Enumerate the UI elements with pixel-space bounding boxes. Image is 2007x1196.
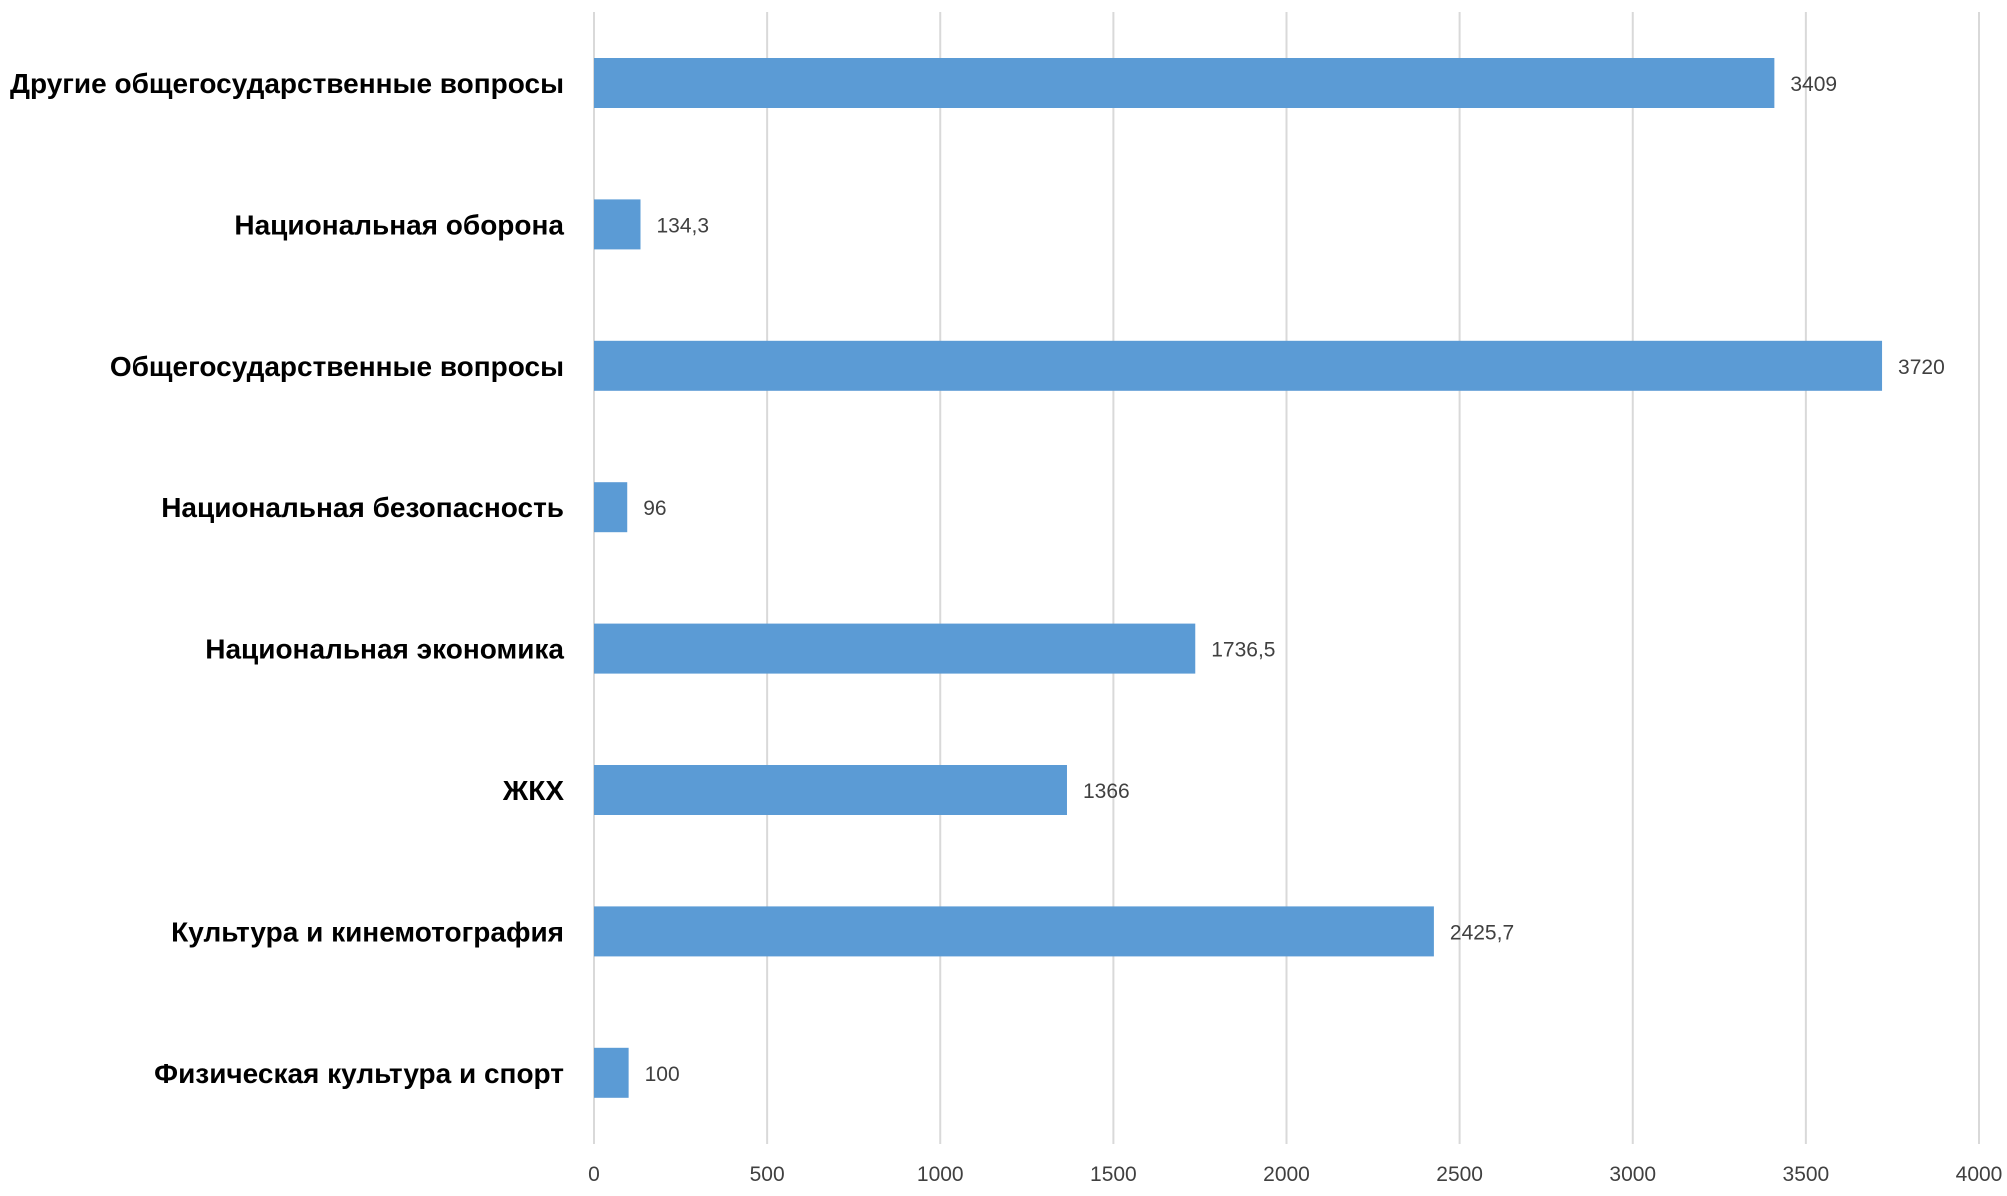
bar-2 bbox=[594, 199, 641, 250]
x-tick-label-2500: 2500 bbox=[1436, 1163, 1483, 1186]
x-tick-label-2000: 2000 bbox=[1263, 1163, 1310, 1186]
data-label-6: 1366 bbox=[1083, 780, 1130, 803]
category-label-5: Национальная экономика bbox=[205, 634, 564, 665]
category-label-6: ЖКХ bbox=[502, 775, 564, 806]
data-label-4: 96 bbox=[643, 497, 666, 520]
category-label-4: Национальная безопасность bbox=[161, 492, 564, 523]
x-tick-label-3500: 3500 bbox=[1783, 1163, 1830, 1186]
x-tick-label-1000: 1000 bbox=[917, 1163, 964, 1186]
bar-3 bbox=[594, 340, 1883, 391]
bar-1 bbox=[594, 58, 1775, 108]
bar-5 bbox=[594, 623, 1196, 674]
bar-6 bbox=[594, 765, 1067, 815]
data-label-1: 3409 bbox=[1790, 73, 1837, 96]
data-label-5: 1736,5 bbox=[1211, 639, 1275, 662]
category-label-8: Физическая культура и спорт bbox=[154, 1058, 564, 1089]
x-tick-label-0: 0 bbox=[588, 1163, 600, 1186]
category-labels: Другие общегосударственные вопросы Национ… bbox=[10, 68, 564, 1089]
category-label-3: Общегосударственные вопросы bbox=[110, 351, 564, 382]
data-label-8: 100 bbox=[645, 1063, 680, 1086]
category-label-1: Другие общегосударственные вопросы bbox=[10, 68, 564, 99]
x-tick-label-4000: 4000 bbox=[1956, 1163, 2003, 1186]
x-axis-tick-labels: 0 500 1000 1500 2000 2500 3000 3500 4000 bbox=[588, 1163, 2002, 1186]
category-label-7: Культура и кинемотография bbox=[171, 916, 564, 947]
data-labels: 3409 134,3 3720 96 1736,5 1366 2425,7 100 bbox=[643, 73, 1945, 1086]
x-tick-label-1500: 1500 bbox=[1090, 1163, 1137, 1186]
bar-7 bbox=[594, 906, 1434, 957]
data-label-2: 134,3 bbox=[657, 214, 710, 237]
x-tick-label-500: 500 bbox=[750, 1163, 785, 1186]
data-label-7: 2425,7 bbox=[1450, 921, 1514, 944]
bar-8 bbox=[594, 1047, 629, 1098]
gridlines bbox=[593, 12, 1980, 1144]
bar-4 bbox=[594, 482, 628, 533]
x-tick-label-3000: 3000 bbox=[1609, 1163, 1656, 1186]
bars bbox=[594, 58, 1883, 1098]
data-label-3: 3720 bbox=[1898, 356, 1945, 379]
category-label-2: Национальная оборона bbox=[234, 209, 564, 240]
